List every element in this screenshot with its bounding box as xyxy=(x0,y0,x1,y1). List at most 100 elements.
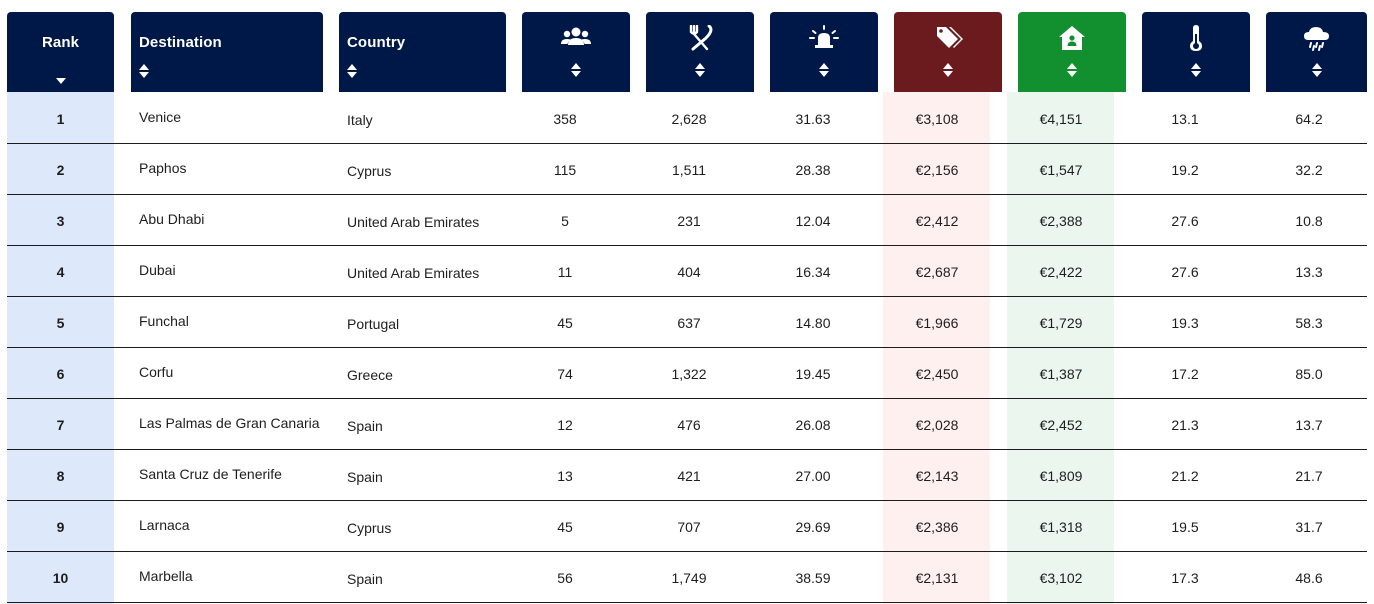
price-column-bg xyxy=(883,92,990,604)
people-icon xyxy=(560,25,592,51)
rank-column-bg xyxy=(7,92,114,604)
country-cell: Spain xyxy=(347,417,383,434)
col8-cell: €2,452 xyxy=(1039,416,1083,433)
sort-icon[interactable] xyxy=(1191,63,1201,77)
sort-desc-icon[interactable] xyxy=(56,78,66,86)
row-divider xyxy=(7,398,514,399)
col6-cell: 16.34 xyxy=(795,263,831,280)
col8-cell: €1,318 xyxy=(1039,518,1083,535)
col6-cell: 14.80 xyxy=(795,314,831,331)
col10-cell: 13.7 xyxy=(1295,416,1323,433)
col10-cell: 32.2 xyxy=(1295,161,1323,178)
col4-cell: 358 xyxy=(553,110,577,127)
rank-cell: 8 xyxy=(56,467,65,484)
sort-icon[interactable] xyxy=(695,63,705,77)
rank-cell: 5 xyxy=(56,314,65,331)
col8-cell: €2,388 xyxy=(1039,212,1083,229)
sort-icon[interactable] xyxy=(1067,63,1077,77)
destination-cell: Marbella xyxy=(139,567,193,584)
col7-cell: €1,966 xyxy=(915,314,959,331)
col9-cell: 27.6 xyxy=(1171,263,1199,280)
rain-cloud-icon xyxy=(1301,25,1333,51)
col4-cell: 45 xyxy=(557,314,573,331)
col8-cell: €1,547 xyxy=(1039,161,1083,178)
col7-cell: €2,386 xyxy=(915,518,959,535)
col8-cell: €3,102 xyxy=(1039,569,1083,586)
row-divider xyxy=(7,347,514,348)
header-col9[interactable] xyxy=(1142,12,1250,92)
header-country[interactable]: Country xyxy=(339,12,506,92)
col5-cell: 1,511 xyxy=(672,161,706,178)
col7-cell: €2,131 xyxy=(915,569,959,586)
rank-cell: 6 xyxy=(56,365,65,382)
col9-cell: 21.3 xyxy=(1171,416,1199,433)
col10-cell: 31.7 xyxy=(1295,518,1323,535)
row-divider xyxy=(514,143,1367,144)
country-cell: Greece xyxy=(347,366,393,383)
sort-icon[interactable] xyxy=(819,63,829,77)
row-divider xyxy=(514,449,1367,450)
col9-cell: 19.5 xyxy=(1171,518,1199,535)
sort-icon[interactable] xyxy=(943,63,953,77)
header-destination-label: Destination xyxy=(139,34,222,51)
col10-cell: 64.2 xyxy=(1295,110,1323,127)
header-destination[interactable]: Destination xyxy=(131,12,323,92)
thermometer-icon xyxy=(1180,25,1212,51)
col8-cell: €1,387 xyxy=(1039,365,1083,382)
col10-cell: 58.3 xyxy=(1295,314,1323,331)
col5-cell: 2,628 xyxy=(671,110,707,127)
destination-cell: Funchal xyxy=(139,312,189,329)
rank-cell: 9 xyxy=(56,518,65,535)
sort-icon[interactable] xyxy=(139,64,149,78)
country-cell: Spain xyxy=(347,468,383,485)
rank-cell: 7 xyxy=(56,416,65,433)
col6-cell: 19.45 xyxy=(795,365,831,382)
col7-cell: €2,412 xyxy=(915,212,959,229)
col5-cell: 707 xyxy=(677,518,701,535)
header-col5[interactable] xyxy=(646,12,754,92)
col4-cell: 11 xyxy=(557,263,573,280)
col4-cell: 115 xyxy=(553,161,577,178)
header-col4[interactable] xyxy=(522,12,630,92)
rank-cell: 10 xyxy=(52,569,69,586)
row-divider xyxy=(7,245,514,246)
header-col8[interactable] xyxy=(1018,12,1126,92)
sort-icon[interactable] xyxy=(571,63,581,77)
col7-cell: €3,108 xyxy=(915,110,959,127)
price-tags-icon xyxy=(932,25,964,51)
col5-cell: 1,322 xyxy=(671,365,707,382)
row-divider xyxy=(7,449,514,450)
sort-icon[interactable] xyxy=(1311,63,1322,77)
destination-cell: Las Palmas de Gran Canaria xyxy=(139,414,320,431)
housing-column-bg xyxy=(1007,92,1114,604)
country-cell: United Arab Emirates xyxy=(347,213,480,230)
col4-cell: 12 xyxy=(557,416,573,433)
col9-cell: 17.3 xyxy=(1171,569,1199,586)
col6-cell: 26.08 xyxy=(795,416,831,433)
destination-cell: Abu Dhabi xyxy=(139,210,205,227)
row-divider xyxy=(514,602,1367,603)
col6-cell: 31.63 xyxy=(795,110,831,127)
col8-cell: €4,151 xyxy=(1039,110,1083,127)
fork-knife-icon xyxy=(684,25,716,51)
sort-icon[interactable] xyxy=(347,64,357,78)
col4-cell: 5 xyxy=(561,212,569,229)
header-col7[interactable] xyxy=(894,12,1002,92)
header-rank-label: Rank xyxy=(41,34,80,51)
col8-cell: €1,809 xyxy=(1039,467,1083,484)
row-divider xyxy=(7,143,514,144)
col10-cell: 48.6 xyxy=(1295,569,1323,586)
destination-cell: Larnaca xyxy=(139,516,190,533)
col6-cell: 38.59 xyxy=(795,569,831,586)
col9-cell: 27.6 xyxy=(1171,212,1199,229)
col4-cell: 74 xyxy=(557,365,573,382)
row-divider xyxy=(514,296,1367,297)
col10-cell: 21.7 xyxy=(1295,467,1323,484)
col10-cell: 85.0 xyxy=(1295,365,1323,382)
col6-cell: 12.04 xyxy=(795,212,831,229)
destination-cell: Venice xyxy=(139,108,182,125)
header-col6[interactable] xyxy=(770,12,878,92)
header-col10[interactable] xyxy=(1266,12,1367,92)
col5-cell: 637 xyxy=(677,314,701,331)
header-rank[interactable]: Rank xyxy=(7,12,114,92)
